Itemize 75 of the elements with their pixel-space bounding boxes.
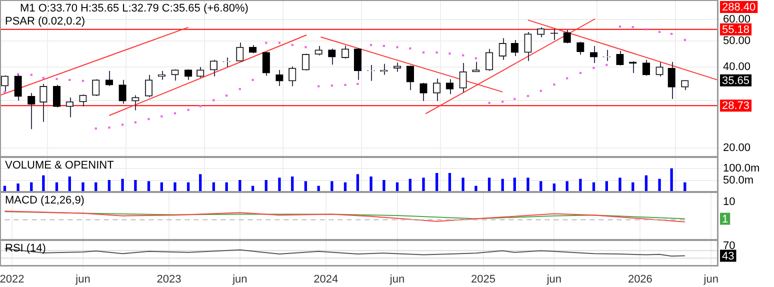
x-tick-label: 2026: [628, 274, 652, 286]
x-tick-label: jun: [702, 274, 718, 286]
text: 288.40: [722, 2, 756, 14]
chart-title: M1 O:33.70 H:35.65 L:32.79 C:35.65 (+6.80%): [20, 2, 248, 15]
bar: [121, 178, 124, 192]
candlestick: [485, 48, 494, 72]
bar: [526, 178, 530, 192]
y-tick-label: 50.0m: [723, 174, 754, 186]
chart-title: MACD (12,26,9): [5, 194, 84, 207]
text: 43: [722, 250, 734, 262]
candlestick: [668, 61, 676, 100]
text: 70: [723, 240, 736, 252]
y-tick-label: 100.0m: [723, 162, 760, 175]
x-tick-label: jun: [546, 274, 562, 286]
candlestick: [446, 78, 454, 95]
y-tick-label: 20.00: [723, 142, 751, 154]
candlestick: [132, 94, 140, 111]
bar: [618, 178, 622, 192]
candlestick: [288, 66, 296, 87]
bar: [174, 182, 176, 192]
candlestick: [420, 82, 428, 102]
candlestick: [459, 62, 467, 93]
candlestick: [537, 26, 545, 38]
candlestick: [79, 94, 87, 108]
x-tick-label: 2024: [314, 274, 338, 286]
bar: [225, 182, 228, 192]
candlestick: [28, 92, 36, 130]
candlestick: [196, 66, 204, 78]
x-tick-label: jun: [74, 274, 90, 286]
bar: [278, 178, 281, 192]
candlestick: [276, 69, 284, 86]
bar: [422, 178, 425, 192]
candlestick: [354, 48, 362, 80]
bar: [670, 168, 673, 192]
chart-title: VOLUME & OPENINT: [5, 160, 114, 172]
text: 10: [723, 196, 736, 208]
x-tick-label: jun: [388, 274, 405, 286]
x-tick-label: 2022: [0, 274, 24, 286]
x-tick-label: 2023: [156, 274, 182, 286]
candlestick: [14, 74, 22, 102]
x-tick-label: 2025: [471, 274, 496, 286]
candlestick: [118, 79, 126, 104]
text: 1: [722, 213, 728, 226]
candlestick: [262, 51, 270, 76]
candlestick: [105, 70, 114, 86]
bar: [474, 186, 478, 192]
bar: [382, 180, 386, 192]
y-tick-label: 50.00: [723, 34, 751, 47]
candlestick: [92, 78, 100, 96]
ref-line-label: 55.18: [722, 24, 750, 36]
candlestick: [524, 31, 532, 62]
candlestick: [40, 83, 48, 122]
candlestick: [498, 38, 506, 60]
candlestick: [144, 74, 153, 98]
candlestick: [406, 65, 414, 91]
candlestick: [328, 48, 336, 66]
candlestick: [236, 42, 244, 62]
y-tick-label: 60.00: [723, 14, 751, 26]
candlestick: [52, 84, 61, 108]
bar: [462, 178, 464, 192]
y-tick-label: 40.00: [723, 61, 751, 74]
bar: [82, 182, 84, 192]
ref-line-label: 28.73: [722, 100, 750, 112]
candlestick: [656, 62, 664, 77]
candlestick: [314, 45, 322, 56]
bar: [16, 184, 20, 192]
bar: [42, 175, 45, 192]
candlestick: [590, 45, 598, 64]
bar: [658, 178, 661, 192]
x-tick-label: jun: [232, 274, 248, 286]
candlestick: [66, 96, 74, 118]
bar: [370, 176, 372, 192]
annotation: PSAR (0.02,0.2): [5, 16, 86, 28]
bar: [134, 180, 137, 192]
text: 35.65: [722, 74, 750, 87]
